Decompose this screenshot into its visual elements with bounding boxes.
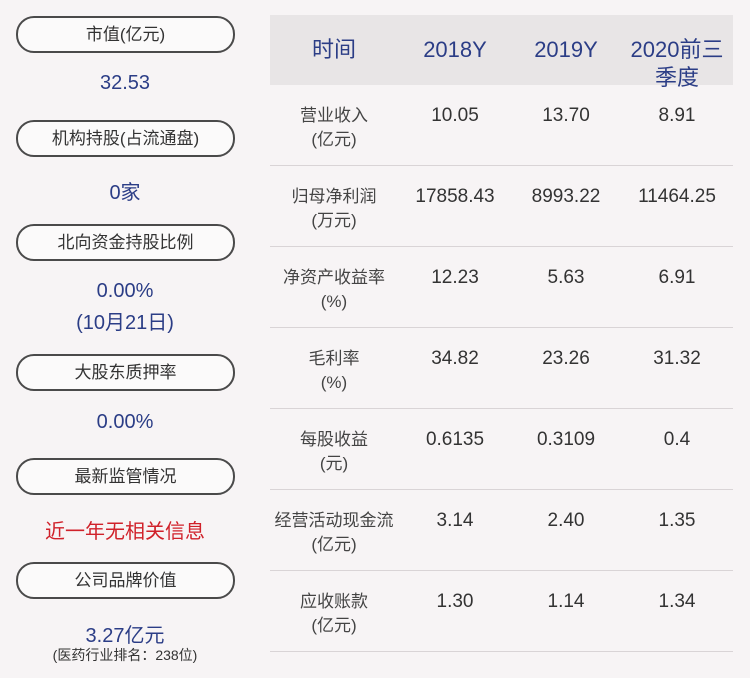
table-cell: 11464.25: [638, 186, 716, 207]
metric-value: 0.00%: [96, 280, 154, 302]
row-label: 净资产收益率: [283, 268, 385, 287]
table-cell: 8993.22: [531, 186, 601, 207]
row-divider: [270, 408, 733, 409]
metric-label: 市值(亿元): [16, 16, 235, 53]
row-divider: [270, 327, 733, 328]
metric-label: 北向资金持股比例: [16, 224, 235, 261]
row-label: (亿元): [311, 130, 357, 149]
column-header: 时间: [311, 37, 356, 62]
table-cell: 1.30: [436, 591, 474, 612]
row-label: (%): [320, 292, 348, 311]
row-label: (%): [320, 373, 348, 392]
metric-value: 32.53: [99, 72, 151, 94]
table-cell: 1.34: [658, 591, 696, 612]
table-cell: 8.91: [658, 105, 696, 126]
metric-label: 大股东质押率: [16, 354, 235, 391]
column-header: 2018Y: [423, 37, 487, 62]
metric-value: 近一年无相关信息: [45, 521, 205, 543]
table-cell: 1.35: [658, 510, 696, 531]
table-cell: 34.82: [431, 348, 479, 369]
table-cell: 23.26: [542, 348, 590, 369]
row-label: (万元): [311, 211, 357, 230]
table-header: [270, 15, 733, 85]
table-cell: 6.91: [658, 267, 696, 288]
row-label: 应收账款: [300, 592, 368, 611]
table-cell: 10.05: [431, 105, 479, 126]
row-label: 每股收益: [300, 430, 368, 449]
metric-label: 机构持股(占流通盘): [16, 120, 235, 157]
table-cell: 5.63: [547, 267, 585, 288]
row-divider: [270, 165, 733, 166]
metric-label: 公司品牌价值: [16, 562, 235, 599]
metric-note: (10月21日): [76, 312, 174, 334]
table-cell: 2.40: [547, 510, 585, 531]
table-cell: 12.23: [431, 267, 479, 288]
table-cell: 3.14: [436, 510, 474, 531]
row-label: (元): [319, 454, 349, 473]
table-cell: 0.4: [663, 429, 691, 450]
column-header: 2020前三季度: [630, 37, 724, 90]
table-cell: 0.3109: [536, 429, 596, 450]
row-label: 归母净利润: [291, 187, 377, 206]
table-cell: 13.70: [542, 105, 590, 126]
table-cell: 31.32: [653, 348, 701, 369]
table-cell: 0.6135: [425, 429, 485, 450]
column-header: 2019Y: [534, 37, 598, 62]
row-label: (亿元): [311, 535, 357, 554]
table-cell: 1.14: [547, 591, 585, 612]
metric-value: 0家: [109, 182, 141, 204]
metric-value: 3.27亿元: [85, 625, 165, 647]
metric-note: (医药行业排名：238位): [52, 647, 198, 663]
row-label: 营业收入: [300, 106, 368, 125]
metric-value: 0.00%: [96, 411, 154, 433]
row-label: 经营活动现金流: [274, 511, 394, 530]
metric-label: 最新监管情况: [16, 458, 235, 495]
row-divider: [270, 570, 733, 571]
row-divider: [270, 246, 733, 247]
row-divider: [270, 651, 733, 652]
row-divider: [270, 489, 733, 490]
table-cell: 17858.43: [415, 186, 495, 207]
row-label: (亿元): [311, 616, 357, 635]
row-label: 毛利率: [308, 349, 360, 368]
